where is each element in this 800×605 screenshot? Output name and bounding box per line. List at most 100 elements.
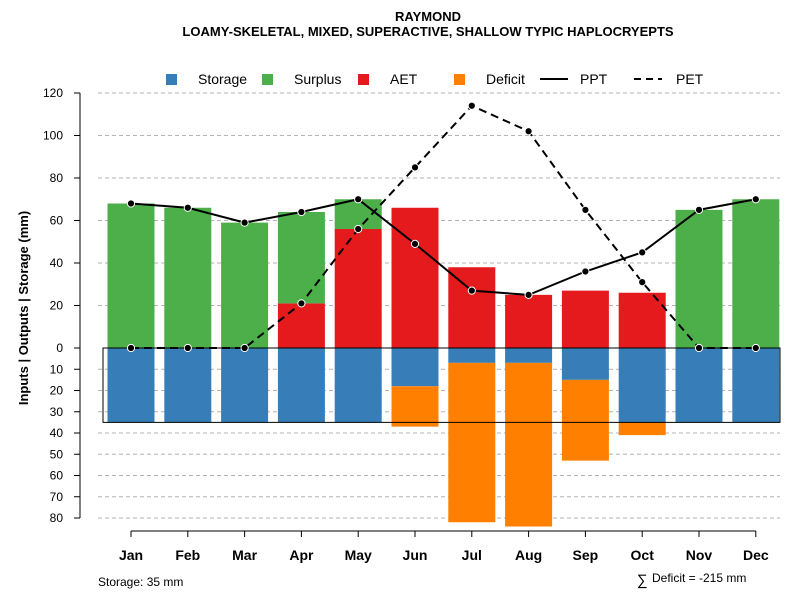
- point-pet-jul: [467, 101, 476, 110]
- bar-aet-jul: [448, 267, 496, 348]
- point-ppt-mar: [240, 218, 249, 227]
- point-pet-aug: [524, 127, 533, 136]
- bar-storage-feb: [164, 348, 212, 423]
- storage-note: Storage: 35 mm: [98, 575, 183, 589]
- x-tick-label-oct: Oct: [631, 547, 655, 563]
- bar-deficit-jun: [391, 386, 439, 427]
- bar-deficit-aug: [505, 362, 553, 527]
- point-ppt-dec: [751, 195, 760, 204]
- bar-deficit-oct: [618, 422, 666, 436]
- x-tick-label-jul: Jul: [462, 547, 482, 563]
- y-tick-label-lower-20: 20: [50, 384, 64, 398]
- bar-surplus-jan: [107, 203, 155, 348]
- legend-swatch-storage: [166, 74, 177, 85]
- legend-label-deficit: Deficit: [486, 71, 525, 87]
- point-ppt-sep: [581, 267, 590, 276]
- point-ppt-oct: [638, 248, 647, 257]
- point-pet-dec: [751, 343, 760, 353]
- x-tick-label-dec: Dec: [743, 547, 769, 563]
- chart-title: RAYMOND: [395, 9, 461, 24]
- axes: 0 20 40 60 80 100 120 10 20 30 40 50 60 70 80 Jan Feb Mar…: [43, 86, 769, 563]
- y-tick-label-lower-30: 30: [50, 405, 64, 419]
- point-pet-mar: [240, 343, 249, 353]
- y-axis-label: Inputs | Outputs | Storage (mm): [16, 211, 31, 405]
- gridlines: [98, 92, 780, 519]
- bar-aet-aug: [505, 294, 553, 348]
- point-ppt-aug: [524, 290, 533, 299]
- y-tick-label-lower-50: 50: [50, 447, 64, 461]
- bar-storage-jul: [448, 348, 496, 363]
- bar-deficit-jul: [448, 362, 496, 523]
- bar-surplus-nov: [675, 209, 723, 348]
- y-tick-label-lower-10: 10: [50, 362, 64, 376]
- series-lines: [126, 101, 760, 353]
- line-ppt: [130, 198, 756, 296]
- x-tick-label-apr: Apr: [289, 547, 314, 563]
- bar-surplus-apr: [277, 212, 325, 304]
- point-ppt-apr: [297, 207, 306, 217]
- y-tick-label-lower-80: 80: [50, 511, 64, 525]
- sum-symbol: ∑: [637, 572, 648, 589]
- x-tick-label-aug: Aug: [515, 547, 542, 563]
- y-tick-label-upper-100: 100: [43, 129, 63, 143]
- legend-label-storage: Storage: [198, 71, 247, 87]
- bar-aet-apr: [277, 303, 325, 348]
- point-pet-jan: [126, 343, 136, 353]
- bar-storage-apr: [277, 348, 325, 423]
- x-tick-label-may: May: [345, 547, 372, 563]
- y-tick-label-upper-20: 20: [50, 299, 64, 313]
- bar-storage-aug: [505, 348, 553, 363]
- bar-surplus-feb: [164, 207, 212, 348]
- x-tick-label-sep: Sep: [573, 547, 599, 563]
- legend-label-ppt: PPT: [580, 71, 608, 87]
- bar-storage-sep: [561, 348, 609, 380]
- bar-aet-may: [334, 229, 382, 348]
- bar-surplus-dec: [732, 199, 780, 348]
- bar-storage-mar: [221, 348, 269, 423]
- y-tick-label-upper-40: 40: [50, 256, 64, 270]
- bar-surplus-may: [334, 199, 382, 229]
- bar-aet-sep: [561, 290, 609, 348]
- point-ppt-jul: [467, 286, 476, 295]
- bar-storage-may: [334, 348, 382, 423]
- point-pet-oct: [638, 278, 647, 287]
- point-pet-feb: [183, 343, 192, 353]
- point-pet-nov: [694, 343, 704, 353]
- legend-label-surplus: Surplus: [294, 71, 341, 87]
- line-pet: [131, 104, 756, 349]
- chart-subtitle: LOAMY-SKELETAL, MIXED, SUPERACTIVE, SHAL…: [182, 24, 673, 39]
- bar-aet-oct: [618, 292, 666, 348]
- bar-storage-dec: [732, 348, 780, 423]
- bar-storage-nov: [675, 348, 723, 423]
- point-ppt-jun: [410, 239, 420, 248]
- x-tick-label-jan: Jan: [119, 547, 143, 563]
- legend-swatch-deficit: [454, 74, 465, 85]
- bar-surplus-mar: [221, 222, 269, 348]
- point-pet-sep: [581, 205, 590, 214]
- y-tick-label-lower-40: 40: [50, 426, 64, 440]
- x-tick-label-mar: Mar: [232, 547, 257, 563]
- point-pet-jun: [410, 163, 420, 172]
- legend-swatch-aet: [358, 74, 369, 85]
- point-pet-may: [354, 224, 363, 234]
- bar-storage-jun: [391, 348, 439, 387]
- y-tick-label-upper-120: 120: [43, 86, 63, 100]
- legend-swatch-surplus: [262, 74, 273, 85]
- x-tick-label-nov: Nov: [686, 547, 713, 563]
- storage-capacity-box: [102, 347, 781, 423]
- legend-label-aet: AET: [390, 71, 418, 87]
- x-tick-label-jun: Jun: [403, 547, 428, 563]
- point-ppt-jan: [126, 199, 136, 208]
- bars: [102, 199, 781, 527]
- x-tick-label-feb: Feb: [175, 547, 200, 563]
- y-tick-label-upper-60: 60: [50, 214, 64, 228]
- legend-label-pet: PET: [676, 71, 704, 87]
- point-ppt-nov: [694, 205, 704, 214]
- point-ppt-may: [354, 195, 363, 204]
- bar-storage-oct: [618, 348, 666, 423]
- legend: Storage Surplus AET Deficit PPT PET: [166, 71, 704, 87]
- y-tick-label-lower-60: 60: [50, 469, 64, 483]
- y-tick-label-upper-0: 0: [56, 341, 63, 355]
